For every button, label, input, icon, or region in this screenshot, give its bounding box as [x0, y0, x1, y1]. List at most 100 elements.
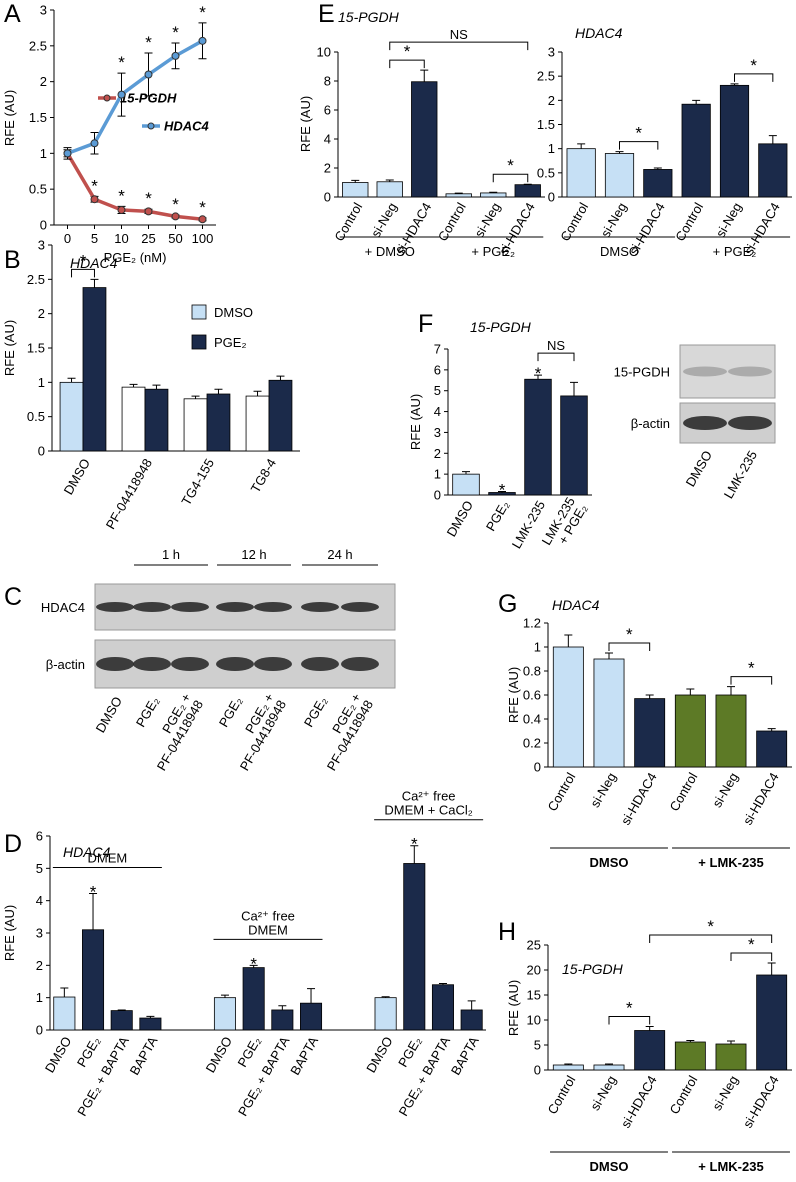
- point: [144, 70, 153, 79]
- error-bar: [253, 390, 262, 397]
- y-tick-label: 15: [527, 988, 541, 1003]
- panel-label: A: [4, 0, 21, 28]
- bar: [53, 996, 76, 1031]
- y-tick-label: 3: [36, 926, 43, 941]
- blot-row-label: 15-PGDH: [614, 365, 670, 380]
- blot-band: [216, 602, 254, 612]
- x-tick-label-group: BAPTA: [448, 1034, 482, 1078]
- error-bar: [60, 987, 69, 998]
- point: [198, 36, 207, 45]
- group-label: DMSO: [600, 244, 639, 259]
- legend-label: DMSO: [214, 305, 253, 320]
- blot-row: [679, 344, 776, 399]
- y-tick-label: 1: [38, 375, 45, 390]
- group-header: Ca²⁺ free: [241, 908, 295, 923]
- x-tick-label: PGE₂: [74, 1034, 103, 1070]
- y-tick-label: 3: [38, 238, 45, 253]
- error-bar: [129, 383, 138, 388]
- bar: [431, 984, 454, 1031]
- error-bar: [730, 83, 739, 86]
- error-bar: [191, 395, 200, 399]
- significance: *: [626, 625, 633, 644]
- x-tick-label: PGE₂: [301, 694, 330, 730]
- y-tick-label: 0.5: [537, 165, 555, 180]
- significance: *: [90, 883, 97, 902]
- bar: [452, 473, 480, 496]
- bar: [110, 1010, 133, 1031]
- bar: [183, 398, 208, 452]
- y-tick-label: 10: [317, 45, 331, 60]
- y-tick-label: 0.8: [523, 664, 541, 679]
- chart-title: HDAC4: [575, 25, 623, 41]
- x-tick-label: LMK-235: [721, 448, 760, 501]
- significance-bracket: [537, 352, 575, 362]
- time-label: 1 h: [162, 547, 180, 562]
- panel-label: H: [498, 918, 516, 946]
- x-tick-label: si-Neg: [368, 200, 400, 240]
- significance: *: [626, 999, 633, 1018]
- x-tick-label: Control: [544, 770, 578, 814]
- point: [117, 205, 126, 214]
- significance: *: [199, 3, 206, 22]
- significance: *: [199, 198, 206, 217]
- y-tick-label: 6: [324, 103, 331, 118]
- y-tick-label: 0: [434, 488, 441, 503]
- error-bar: [653, 167, 662, 170]
- bar: [756, 730, 788, 768]
- y-tick-label: 2: [434, 446, 441, 461]
- x-tick-label-group: si-HDAC4: [618, 1073, 660, 1131]
- y-tick-label: 1.5: [537, 117, 555, 132]
- x-tick-label: si-Neg: [587, 770, 619, 810]
- y-tick-label: 0: [36, 1023, 43, 1038]
- bar: [82, 929, 105, 1031]
- x-tick-label: si-Neg: [709, 770, 741, 810]
- error-bar: [249, 964, 258, 968]
- bar: [593, 1064, 625, 1071]
- x-tick-label: si-Neg: [472, 200, 504, 240]
- x-tick-label: DMSO: [42, 1034, 74, 1075]
- blot-band: [301, 657, 339, 671]
- chart-title: HDAC4: [70, 255, 118, 271]
- bar: [300, 1002, 323, 1031]
- blot-band: [216, 657, 254, 671]
- error-bar: [307, 988, 316, 1004]
- significance: *: [748, 659, 755, 678]
- y-tick-label: 4: [434, 404, 441, 419]
- chart-title: HDAC4: [63, 844, 111, 860]
- panel-label: B: [4, 246, 21, 274]
- x-tick-label-group: PF-04418948: [103, 456, 155, 532]
- error-bar: [686, 688, 695, 695]
- y-tick-label: 0: [548, 190, 555, 205]
- x-tick-label: PF-04418948: [103, 456, 155, 532]
- error-bar: [214, 388, 223, 395]
- bar: [480, 192, 507, 198]
- bar: [634, 1030, 666, 1071]
- x-tick-label: Control: [544, 1073, 578, 1117]
- x-tick-label: 0: [64, 231, 71, 246]
- bar: [681, 103, 711, 198]
- chart-title: 15-PGDH: [338, 9, 400, 25]
- error-bar: [152, 384, 161, 390]
- point: [171, 212, 180, 221]
- error-bar: [692, 99, 701, 105]
- x-tick-label: DMSO: [444, 498, 476, 539]
- significance: *: [748, 935, 755, 954]
- x-tick-label-group: BAPTA: [127, 1034, 161, 1078]
- x-tick-label-group: si-Neg: [587, 770, 619, 810]
- time-label: 12 h: [241, 547, 266, 562]
- error-bar: [570, 381, 578, 396]
- y-tick-label: 1: [36, 990, 43, 1005]
- significance: *: [411, 835, 418, 854]
- x-axis-label: PGE₂ (nM): [104, 250, 167, 265]
- x-tick-label: PGE₂: [216, 694, 245, 730]
- point: [144, 207, 153, 216]
- x-tick-label-group: PGE₂: [74, 1034, 103, 1070]
- y-tick-label: 3: [548, 45, 555, 60]
- y-tick-label: 0: [324, 190, 331, 205]
- x-tick-label-group: LMK-235+ PGE₂: [539, 495, 590, 548]
- error-bar: [767, 962, 776, 975]
- significance-bracket: [734, 73, 774, 82]
- error-bar: [438, 982, 447, 985]
- error-bar: [605, 1063, 613, 1065]
- chart-title: 15-PGDH: [470, 319, 532, 335]
